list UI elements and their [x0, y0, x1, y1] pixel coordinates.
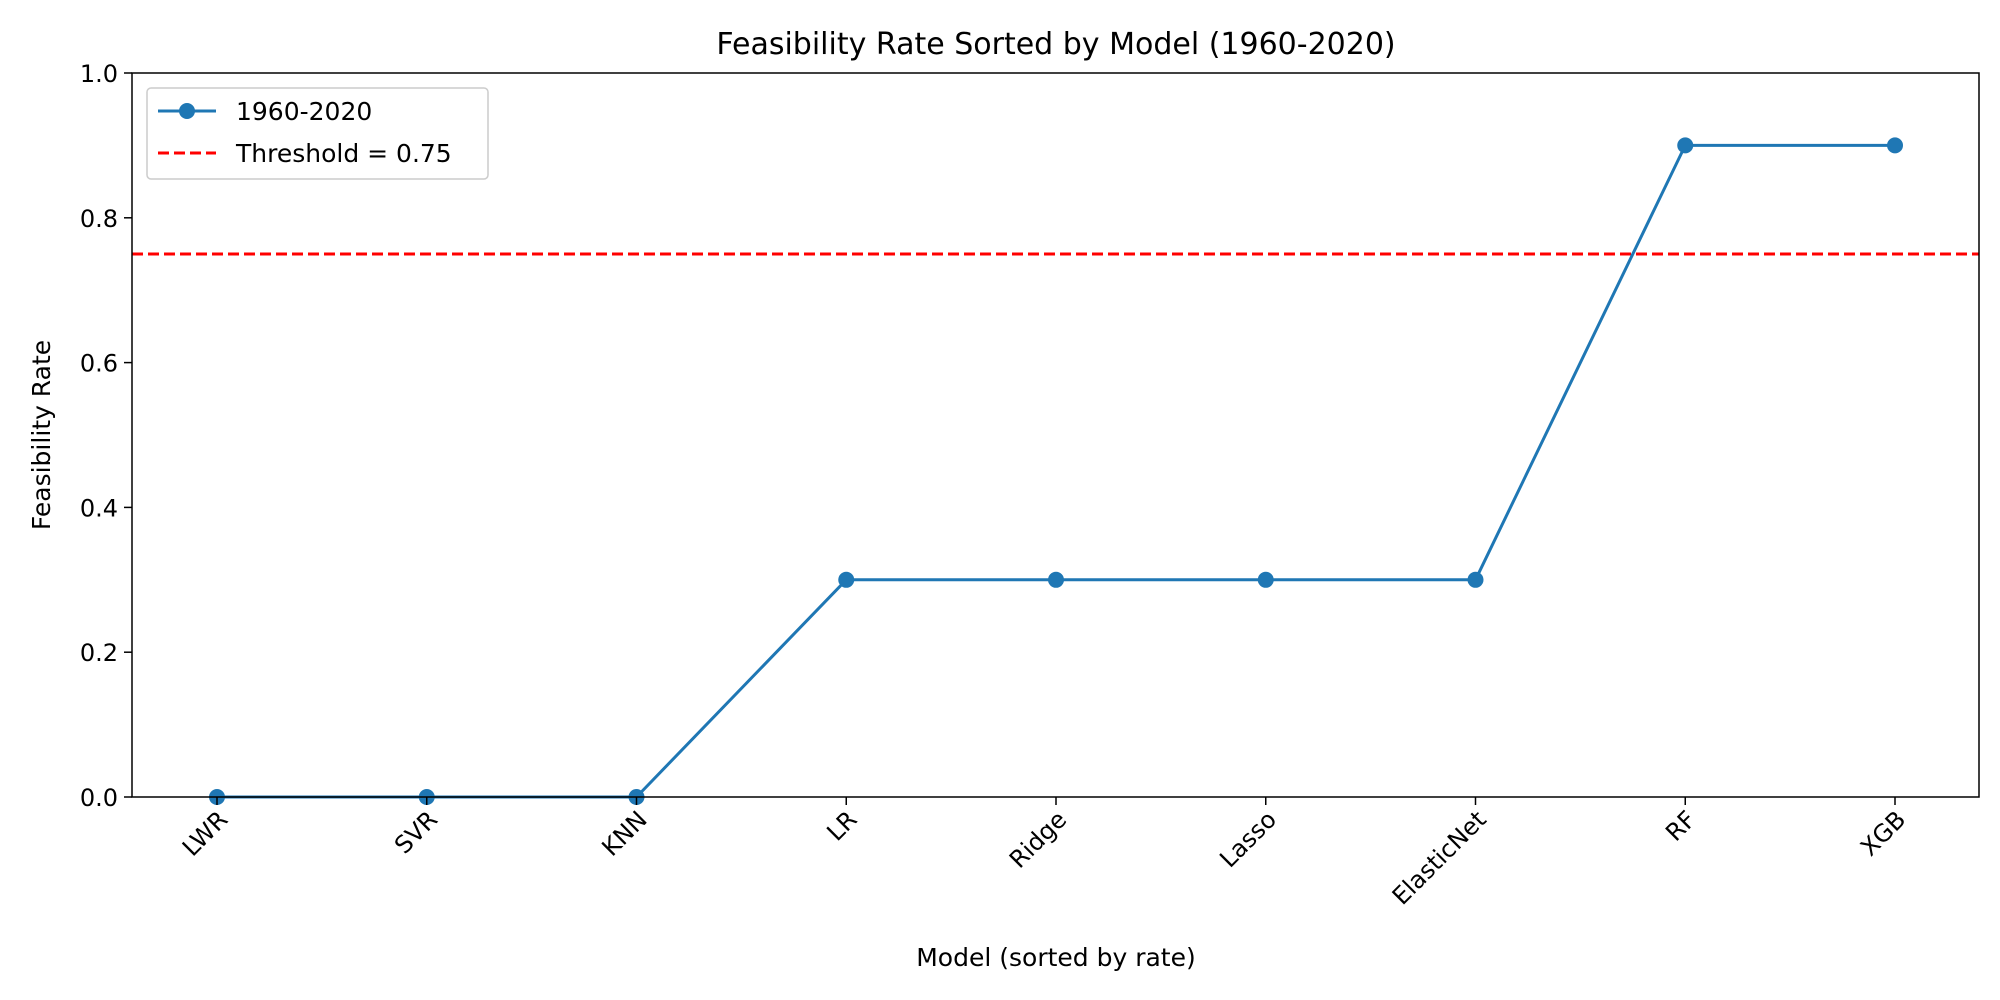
chart-title: Feasibility Rate Sorted by Model (1960-2…	[716, 27, 1395, 62]
legend-series-marker	[179, 103, 195, 119]
y-tick-label: 0.6	[80, 350, 118, 378]
data-point-RF	[1677, 137, 1694, 154]
legend: 1960-2020 Threshold = 0.75	[146, 87, 489, 180]
x-tick-label: LWR	[177, 805, 233, 861]
data-point-XGB	[1887, 137, 1903, 154]
y-tick-label: 1.0	[80, 60, 118, 88]
data-point-ElasticNet	[1467, 571, 1484, 588]
x-tick-label: XGB	[1855, 805, 1911, 861]
y-tick-label: 0.8	[80, 205, 118, 233]
y-tick-label: 0.2	[80, 639, 118, 667]
x-tick-label: RF	[1660, 805, 1701, 846]
x-tick-label: Ridge	[1004, 805, 1072, 873]
legend-threshold-label: Threshold = 0.75	[235, 139, 452, 168]
legend-frame	[146, 87, 489, 180]
x-tick-label: SVR	[389, 805, 443, 859]
data-point-Lasso	[1257, 571, 1274, 588]
plot-frame	[131, 72, 1980, 798]
series-line	[217, 143, 1895, 799]
data-point-LR	[838, 571, 855, 588]
y-tick-label: 0.0	[80, 784, 118, 812]
x-tick-label: Lasso	[1214, 805, 1282, 873]
y-tick-label: 0.4	[80, 494, 118, 522]
legend-series-label: 1960-2020	[236, 97, 372, 126]
x-tick-label: KNN	[596, 805, 652, 861]
x-tick-label: ElasticNet	[1387, 805, 1492, 910]
x-axis-label: Model (sorted by rate)	[916, 943, 1196, 972]
data-point-Ridge	[1048, 571, 1064, 588]
y-axis-label: Feasibility Rate	[27, 340, 56, 530]
x-tick-label: LR	[821, 805, 862, 846]
